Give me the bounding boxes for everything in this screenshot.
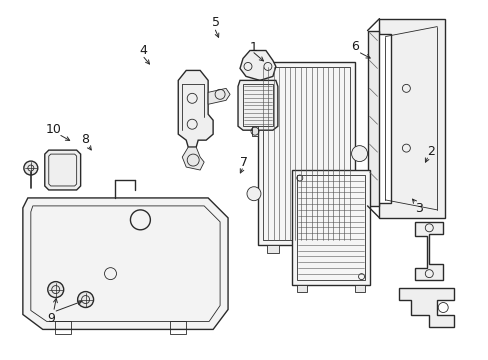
- Circle shape: [246, 107, 261, 121]
- Text: 3: 3: [414, 202, 422, 215]
- Polygon shape: [399, 288, 453, 328]
- Polygon shape: [251, 126, 258, 136]
- Polygon shape: [333, 245, 345, 253]
- Polygon shape: [178, 71, 213, 147]
- Polygon shape: [367, 31, 379, 206]
- Polygon shape: [291, 170, 369, 285]
- Text: 5: 5: [212, 16, 220, 29]
- Circle shape: [351, 146, 367, 162]
- Circle shape: [24, 161, 38, 175]
- Text: 10: 10: [45, 123, 61, 136]
- Text: 1: 1: [249, 41, 257, 54]
- Text: 9: 9: [47, 311, 55, 325]
- Text: 6: 6: [350, 40, 358, 53]
- Polygon shape: [379, 19, 444, 218]
- Polygon shape: [240, 50, 275, 80]
- Polygon shape: [258, 62, 354, 245]
- Text: 2: 2: [426, 145, 434, 158]
- Polygon shape: [266, 245, 278, 253]
- Text: 8: 8: [81, 133, 88, 146]
- Polygon shape: [208, 88, 229, 104]
- Circle shape: [78, 292, 93, 307]
- Polygon shape: [296, 285, 306, 292]
- Circle shape: [246, 187, 261, 201]
- Text: 4: 4: [140, 44, 147, 57]
- Polygon shape: [23, 198, 227, 329]
- Polygon shape: [45, 150, 81, 190]
- Text: 7: 7: [240, 156, 248, 169]
- Circle shape: [48, 282, 63, 298]
- Polygon shape: [414, 222, 442, 280]
- Polygon shape: [182, 147, 203, 170]
- Polygon shape: [354, 285, 364, 292]
- Polygon shape: [238, 80, 277, 130]
